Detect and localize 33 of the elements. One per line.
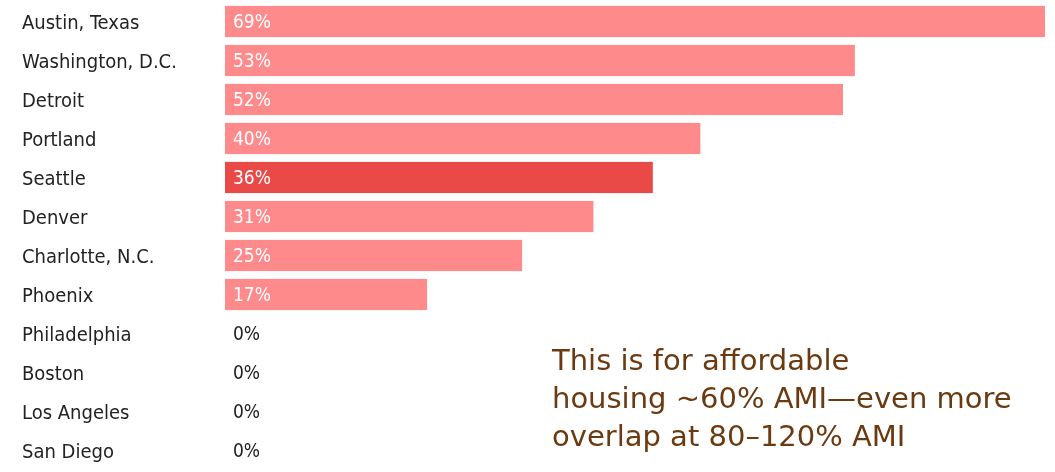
data-label: 0%: [233, 361, 261, 384]
bar: [225, 200, 594, 233]
data-label: 0%: [233, 400, 261, 423]
y-tick-label: Washington, D.C.: [22, 48, 177, 73]
bar: [225, 239, 523, 272]
data-label: 0%: [233, 322, 261, 345]
data-label: 36%: [233, 166, 271, 189]
y-tick-label: Austin, Texas: [22, 9, 140, 34]
bar: [225, 161, 653, 194]
y-tick-label: Portland: [22, 126, 97, 151]
data-label: 0%: [233, 439, 261, 462]
data-label: 31%: [233, 205, 271, 228]
data-label: 53%: [233, 49, 271, 72]
y-tick-label: San Diego: [22, 438, 114, 463]
y-tick-label: Denver: [22, 204, 89, 229]
y-tick-label: Philadelphia: [22, 321, 132, 346]
bar: [225, 5, 1045, 38]
y-tick-label: Los Angeles: [22, 399, 130, 424]
bar: [225, 44, 855, 77]
annotation: This is for affordable housing ~60% AMI—even more overlap at 80–120% AMI: [551, 343, 1012, 453]
data-label: 69%: [233, 10, 271, 33]
bar: [225, 278, 428, 311]
bar: [225, 83, 843, 116]
y-tick-label: Detroit: [22, 87, 84, 112]
y-tick-label: Seattle: [22, 165, 86, 190]
y-tick-label: Boston: [22, 360, 85, 385]
data-label: 25%: [233, 244, 271, 267]
data-label: 52%: [233, 88, 271, 111]
data-label: 40%: [233, 127, 271, 150]
data-label: 17%: [233, 283, 271, 306]
y-tick-label: Phoenix: [22, 282, 94, 307]
y-tick-label: Charlotte, N.C.: [22, 243, 155, 268]
bar: [225, 122, 701, 155]
